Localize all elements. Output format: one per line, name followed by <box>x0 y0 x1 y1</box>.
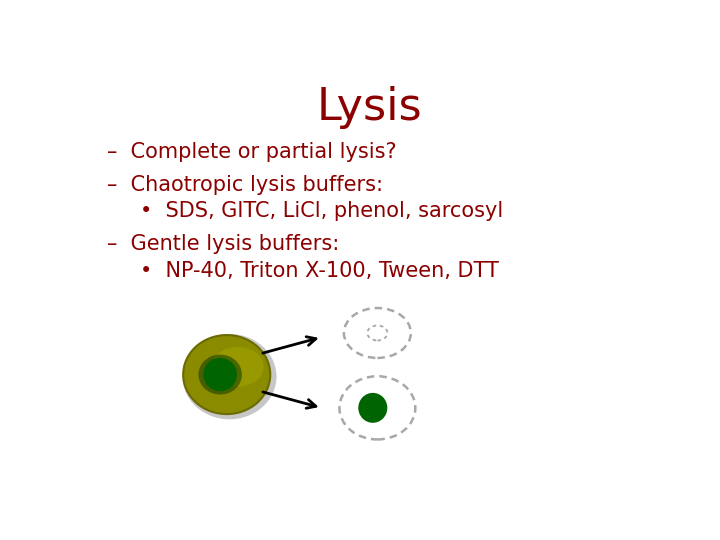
Ellipse shape <box>359 393 387 423</box>
Text: •  SDS, GITC, LiCl, phenol, sarcosyl: • SDS, GITC, LiCl, phenol, sarcosyl <box>140 201 503 221</box>
Ellipse shape <box>199 355 242 395</box>
Text: –  Gentle lysis buffers:: – Gentle lysis buffers: <box>107 234 339 254</box>
Text: –  Chaotropic lysis buffers:: – Chaotropic lysis buffers: <box>107 175 383 195</box>
Ellipse shape <box>204 358 237 391</box>
Ellipse shape <box>212 347 264 387</box>
Ellipse shape <box>182 334 276 420</box>
Text: •  NP-40, Triton X-100, Tween, DTT: • NP-40, Triton X-100, Tween, DTT <box>140 261 499 281</box>
Ellipse shape <box>183 335 270 414</box>
Text: –  Complete or partial lysis?: – Complete or partial lysis? <box>107 141 397 161</box>
Text: Lysis: Lysis <box>316 85 422 129</box>
